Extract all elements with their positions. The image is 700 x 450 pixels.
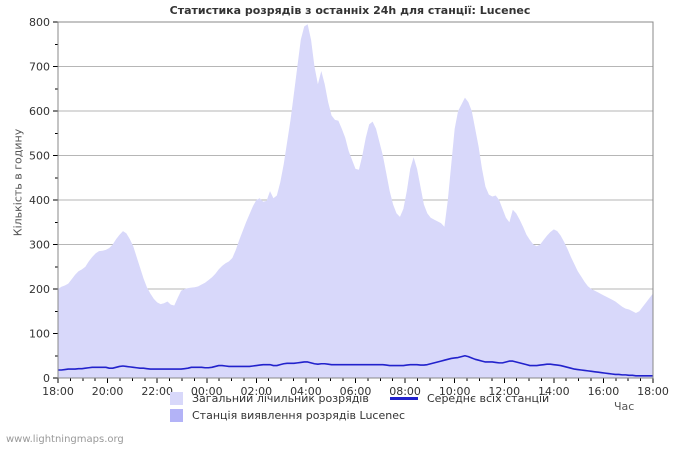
plot-area: 0 100 200 300 400 500 600 700 800 18:00 20:00 22:00… xyxy=(29,16,669,398)
legend-label-total: Загальний лічильник розрядів xyxy=(192,391,369,405)
svg-text:400: 400 xyxy=(29,194,50,207)
svg-text:06:00: 06:00 xyxy=(340,385,372,398)
site-watermark: www.lightningmaps.org xyxy=(6,434,124,445)
legend-swatch-total-icon xyxy=(170,391,183,405)
legend-label-average: Середнє всіх станцій xyxy=(427,391,550,405)
svg-text:04:00: 04:00 xyxy=(290,385,322,398)
svg-text:600: 600 xyxy=(29,105,50,118)
svg-text:300: 300 xyxy=(29,239,50,252)
svg-text:22:00: 22:00 xyxy=(141,385,173,398)
legend-swatch-station-icon xyxy=(170,408,183,422)
x-axis-title: Час xyxy=(614,400,635,413)
chart-title: Статистика розрядів з останніх 24h для с… xyxy=(169,4,531,17)
svg-text:02:00: 02:00 xyxy=(240,385,272,398)
svg-text:18:00: 18:00 xyxy=(637,385,669,398)
svg-text:18:00: 18:00 xyxy=(42,385,74,398)
legend-item-total[interactable]: Загальний лічильник розрядів xyxy=(170,390,369,406)
svg-text:0: 0 xyxy=(43,372,50,385)
svg-text:800: 800 xyxy=(29,16,50,29)
svg-text:16:00: 16:00 xyxy=(588,385,620,398)
svg-text:700: 700 xyxy=(29,61,50,74)
svg-text:10:00: 10:00 xyxy=(439,385,471,398)
svg-text:200: 200 xyxy=(29,283,50,296)
svg-text:00:00: 00:00 xyxy=(191,385,223,398)
legend-label-station: Станція виявлення розрядів Lucenec xyxy=(192,408,406,422)
legend-item-station[interactable]: Станція виявлення розрядів Lucenec xyxy=(170,407,405,423)
svg-text:20:00: 20:00 xyxy=(92,385,124,398)
legend-line-average-icon xyxy=(390,396,418,400)
svg-text:08:00: 08:00 xyxy=(389,385,421,398)
svg-text:14:00: 14:00 xyxy=(538,385,570,398)
svg-text:100: 100 xyxy=(29,328,50,341)
legend-item-average[interactable]: Середнє всіх станцій xyxy=(390,390,549,406)
svg-text:12:00: 12:00 xyxy=(488,385,520,398)
svg-text:500: 500 xyxy=(29,150,50,163)
